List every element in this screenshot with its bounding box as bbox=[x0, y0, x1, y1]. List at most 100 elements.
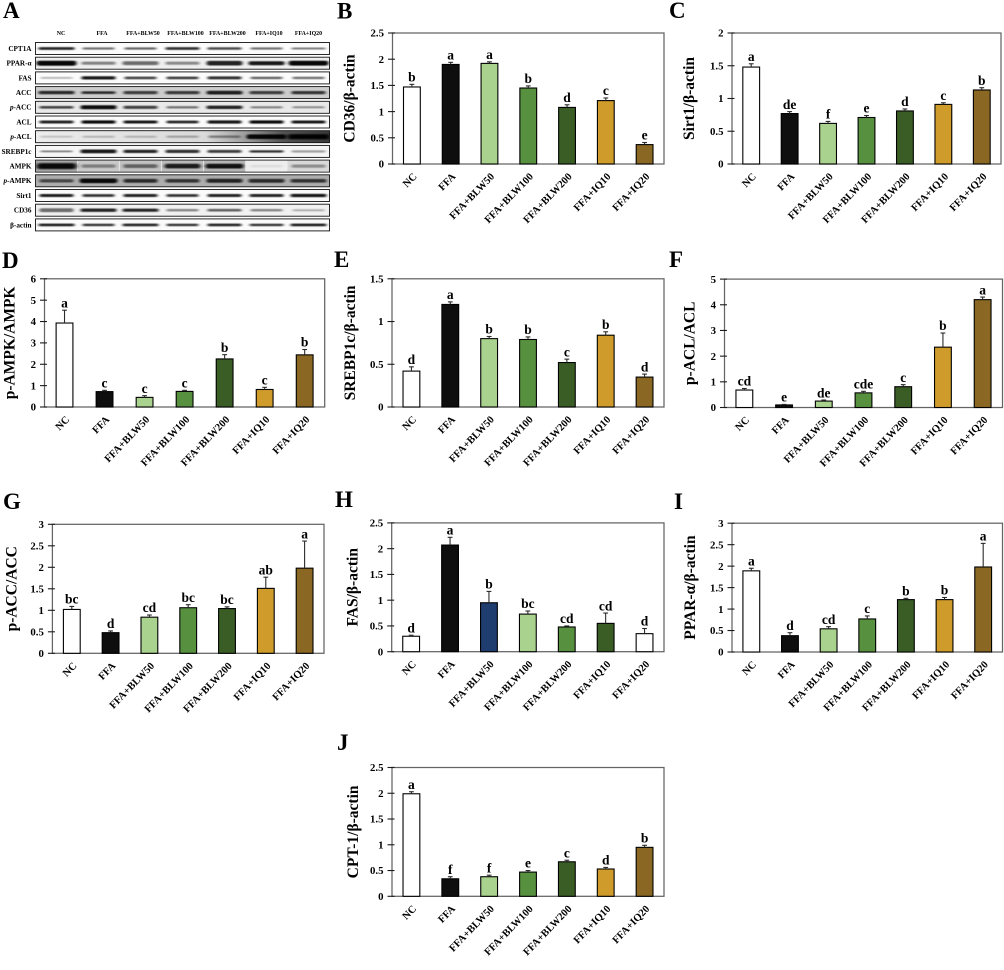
svg-text:1: 1 bbox=[31, 380, 36, 392]
svg-text:E: E bbox=[334, 247, 349, 272]
svg-text:b: b bbox=[221, 340, 229, 355]
svg-text:a: a bbox=[408, 777, 415, 792]
svg-text:c: c bbox=[262, 373, 268, 388]
svg-text:SREBP1c: SREBP1c bbox=[2, 148, 33, 156]
svg-text:b: b bbox=[641, 830, 649, 845]
svg-text:0: 0 bbox=[31, 402, 36, 414]
svg-text:c: c bbox=[603, 83, 609, 98]
svg-text:3: 3 bbox=[711, 325, 717, 337]
svg-text:B: B bbox=[337, 0, 352, 24]
svg-text:b: b bbox=[524, 322, 532, 337]
svg-text:FFA+BLW200: FFA+BLW200 bbox=[209, 31, 245, 37]
svg-text:2.5: 2.5 bbox=[371, 28, 385, 40]
svg-text:d: d bbox=[901, 94, 909, 109]
svg-text:1.5: 1.5 bbox=[710, 60, 724, 72]
svg-text:0.5: 0.5 bbox=[370, 359, 384, 371]
svg-text:cd: cd bbox=[738, 374, 752, 389]
svg-text:SREBP1c/β-actin: SREBP1c/β-actin bbox=[342, 285, 359, 400]
svg-text:2: 2 bbox=[31, 359, 36, 371]
svg-text:1: 1 bbox=[711, 377, 716, 389]
svg-text:NC: NC bbox=[57, 31, 66, 37]
svg-text:2: 2 bbox=[378, 788, 383, 800]
svg-text:cd: cd bbox=[560, 611, 574, 626]
svg-text:c: c bbox=[900, 370, 906, 385]
svg-text:3: 3 bbox=[38, 519, 44, 531]
svg-text:d: d bbox=[641, 614, 649, 629]
svg-text:PPAR-α: PPAR-α bbox=[6, 60, 31, 68]
svg-text:0: 0 bbox=[378, 891, 383, 903]
svg-text:f: f bbox=[448, 862, 453, 877]
svg-text:a: a bbox=[748, 553, 755, 568]
svg-text:CPT-1/β-actin: CPT-1/β-actin bbox=[345, 785, 362, 878]
svg-text:2: 2 bbox=[718, 28, 723, 40]
svg-text:cde: cde bbox=[854, 377, 874, 392]
svg-text:1.5: 1.5 bbox=[371, 80, 385, 92]
svg-text:ACL: ACL bbox=[16, 119, 31, 127]
svg-text:5: 5 bbox=[711, 274, 716, 286]
svg-text:ACC: ACC bbox=[16, 89, 32, 97]
svg-text:1.5: 1.5 bbox=[370, 814, 384, 826]
svg-text:de: de bbox=[817, 385, 831, 400]
svg-text:AMPK: AMPK bbox=[10, 163, 32, 171]
svg-text:b: b bbox=[485, 577, 493, 592]
svg-text:2.5: 2.5 bbox=[370, 762, 384, 774]
svg-text:bc: bc bbox=[521, 596, 535, 611]
svg-text:FFA+BLW100: FFA+BLW100 bbox=[167, 31, 203, 37]
svg-text:H: H bbox=[335, 487, 353, 512]
svg-text:2: 2 bbox=[718, 561, 723, 573]
svg-text:FFA+IQ10: FFA+IQ10 bbox=[255, 31, 282, 37]
svg-text:0.5: 0.5 bbox=[371, 133, 385, 145]
svg-text:b: b bbox=[485, 322, 493, 337]
svg-text:e: e bbox=[525, 856, 531, 871]
svg-text:5: 5 bbox=[31, 295, 36, 307]
svg-text:cd: cd bbox=[599, 598, 613, 613]
svg-text:b: b bbox=[978, 73, 986, 88]
svg-text:a: a bbox=[748, 49, 755, 64]
svg-text:FAS: FAS bbox=[18, 74, 31, 82]
svg-text:2: 2 bbox=[711, 351, 716, 363]
svg-text:CPT1A: CPT1A bbox=[8, 45, 32, 53]
svg-text:a: a bbox=[447, 523, 454, 538]
svg-text:bc: bc bbox=[181, 590, 195, 605]
svg-text:a: a bbox=[979, 282, 986, 297]
svg-text:d: d bbox=[563, 90, 571, 105]
svg-text:f: f bbox=[487, 860, 492, 875]
svg-text:b: b bbox=[602, 317, 610, 332]
svg-text:0: 0 bbox=[378, 646, 383, 658]
svg-text:f: f bbox=[826, 107, 831, 122]
svg-text:a: a bbox=[447, 287, 454, 302]
svg-text:1.5: 1.5 bbox=[30, 584, 44, 596]
svg-text:J: J bbox=[337, 730, 349, 755]
svg-text:1: 1 bbox=[378, 316, 383, 328]
svg-text:c: c bbox=[102, 376, 108, 391]
svg-text:0: 0 bbox=[38, 648, 43, 660]
svg-text:1: 1 bbox=[379, 106, 384, 118]
svg-text:PPAR-α/β-actin: PPAR-α/β-actin bbox=[682, 535, 699, 640]
svg-text:a: a bbox=[447, 48, 454, 63]
svg-text:0: 0 bbox=[379, 159, 384, 171]
svg-text:F: F bbox=[669, 247, 683, 272]
svg-text:c: c bbox=[940, 88, 946, 103]
svg-text:Sirt1/β-actin: Sirt1/β-actin bbox=[681, 57, 698, 140]
svg-text:CD36: CD36 bbox=[14, 207, 32, 215]
svg-text:p-AMPK/AMPK: p-AMPK/AMPK bbox=[2, 287, 19, 400]
svg-text:G: G bbox=[3, 489, 21, 514]
svg-text:FAS/β-actin: FAS/β-actin bbox=[345, 548, 362, 627]
svg-text:0: 0 bbox=[711, 402, 716, 414]
svg-text:2: 2 bbox=[378, 543, 383, 555]
svg-text:C: C bbox=[669, 0, 686, 23]
svg-text:CD36/β-actin: CD36/β-actin bbox=[342, 54, 359, 143]
svg-text:p-ACL/ACL: p-ACL/ACL bbox=[682, 302, 699, 386]
svg-text:2.5: 2.5 bbox=[710, 539, 724, 551]
svg-text:d: d bbox=[107, 616, 115, 631]
svg-text:FFA+BLW50: FFA+BLW50 bbox=[126, 31, 160, 37]
svg-text:1.5: 1.5 bbox=[370, 569, 384, 581]
svg-text:b: b bbox=[902, 584, 910, 599]
svg-text:d: d bbox=[407, 620, 415, 635]
svg-text:1: 1 bbox=[378, 595, 383, 607]
svg-text:a: a bbox=[61, 295, 68, 310]
svg-text:1: 1 bbox=[718, 93, 723, 105]
svg-text:d: d bbox=[408, 352, 416, 367]
svg-text:e: e bbox=[864, 101, 870, 116]
svg-text:Sirt1: Sirt1 bbox=[16, 192, 32, 200]
